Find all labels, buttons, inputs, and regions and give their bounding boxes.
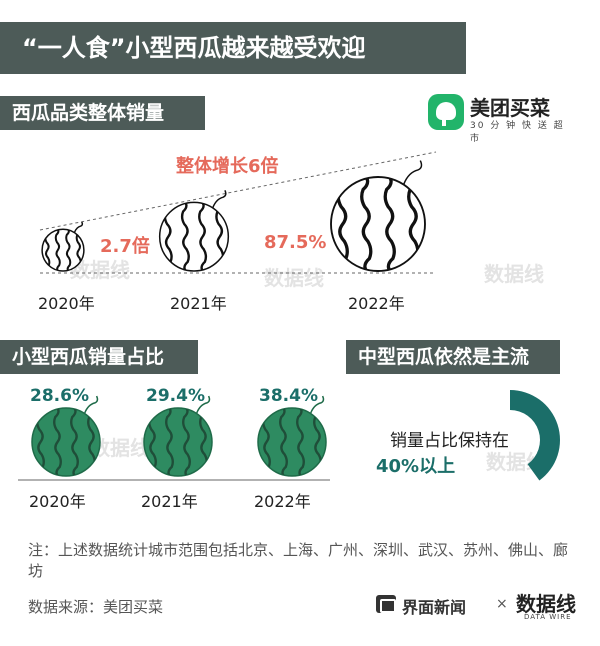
growth-2021-label: 2.7倍 xyxy=(100,236,150,257)
data-source: 数据来源：美团买菜 xyxy=(28,598,164,616)
section-small-share: 小型西瓜销量占比 xyxy=(0,340,198,374)
page-title: “一人食”小型西瓜越来越受欢迎 xyxy=(0,22,466,74)
section-overall-sales: 西瓜品类整体销量 xyxy=(0,96,205,130)
share-melon-2 xyxy=(143,395,213,477)
year-label: 2022年 xyxy=(254,492,311,511)
medium-share-value: 40%以上 xyxy=(376,456,456,477)
share-label: 38.4% xyxy=(259,386,318,406)
growth-2022-label: 87.5% xyxy=(264,232,327,253)
meituan-brand: 美团买菜 30 分 钟 快 送 超 市 xyxy=(428,92,578,144)
share-melons xyxy=(31,395,327,477)
datawire-sub: DATA WIRE xyxy=(524,613,572,621)
section-medium-mainstream: 中型西瓜依然是主流 xyxy=(346,340,560,374)
year-label: 2021年 xyxy=(141,492,198,511)
brand-name: 美团买菜 xyxy=(470,96,550,120)
jiemian-icon xyxy=(376,595,396,613)
overall-melon-1 xyxy=(41,221,85,272)
jiemian-name: 界面新闻 xyxy=(402,598,467,617)
year-label: 2020年 xyxy=(29,492,86,511)
share-label: 29.4% xyxy=(146,386,205,406)
total-growth-label: 整体增长6倍 xyxy=(176,156,279,177)
watermark: 数据线 xyxy=(484,262,544,286)
footnote: 注：上述数据统计城市范围包括北京、上海、广州、深圳、武汉、苏州、佛山、廊坊 xyxy=(28,541,569,580)
datawire-logo: 数据线 DATA WIRE xyxy=(516,588,582,624)
trend-line xyxy=(39,151,437,231)
watermark: 数据线 xyxy=(264,266,324,290)
medium-share-text: 销量占比保持在 xyxy=(390,431,509,451)
share-label: 28.6% xyxy=(30,386,89,406)
year-label: 2021年 xyxy=(170,294,227,313)
year-label: 2020年 xyxy=(38,294,95,313)
cross-symbol: × xyxy=(496,596,508,612)
brand-slogan: 30 分 钟 快 送 超 市 xyxy=(470,121,565,144)
elephant-logo-icon xyxy=(428,94,464,130)
overall-melon-2 xyxy=(158,190,230,272)
share-melon-1 xyxy=(31,395,101,477)
overall-melon-3 xyxy=(330,160,426,272)
share-melon-3 xyxy=(257,395,327,477)
datawire-name: 数据线 xyxy=(516,592,576,616)
year-label: 2022年 xyxy=(348,294,405,313)
medium-share-arc xyxy=(510,390,560,481)
